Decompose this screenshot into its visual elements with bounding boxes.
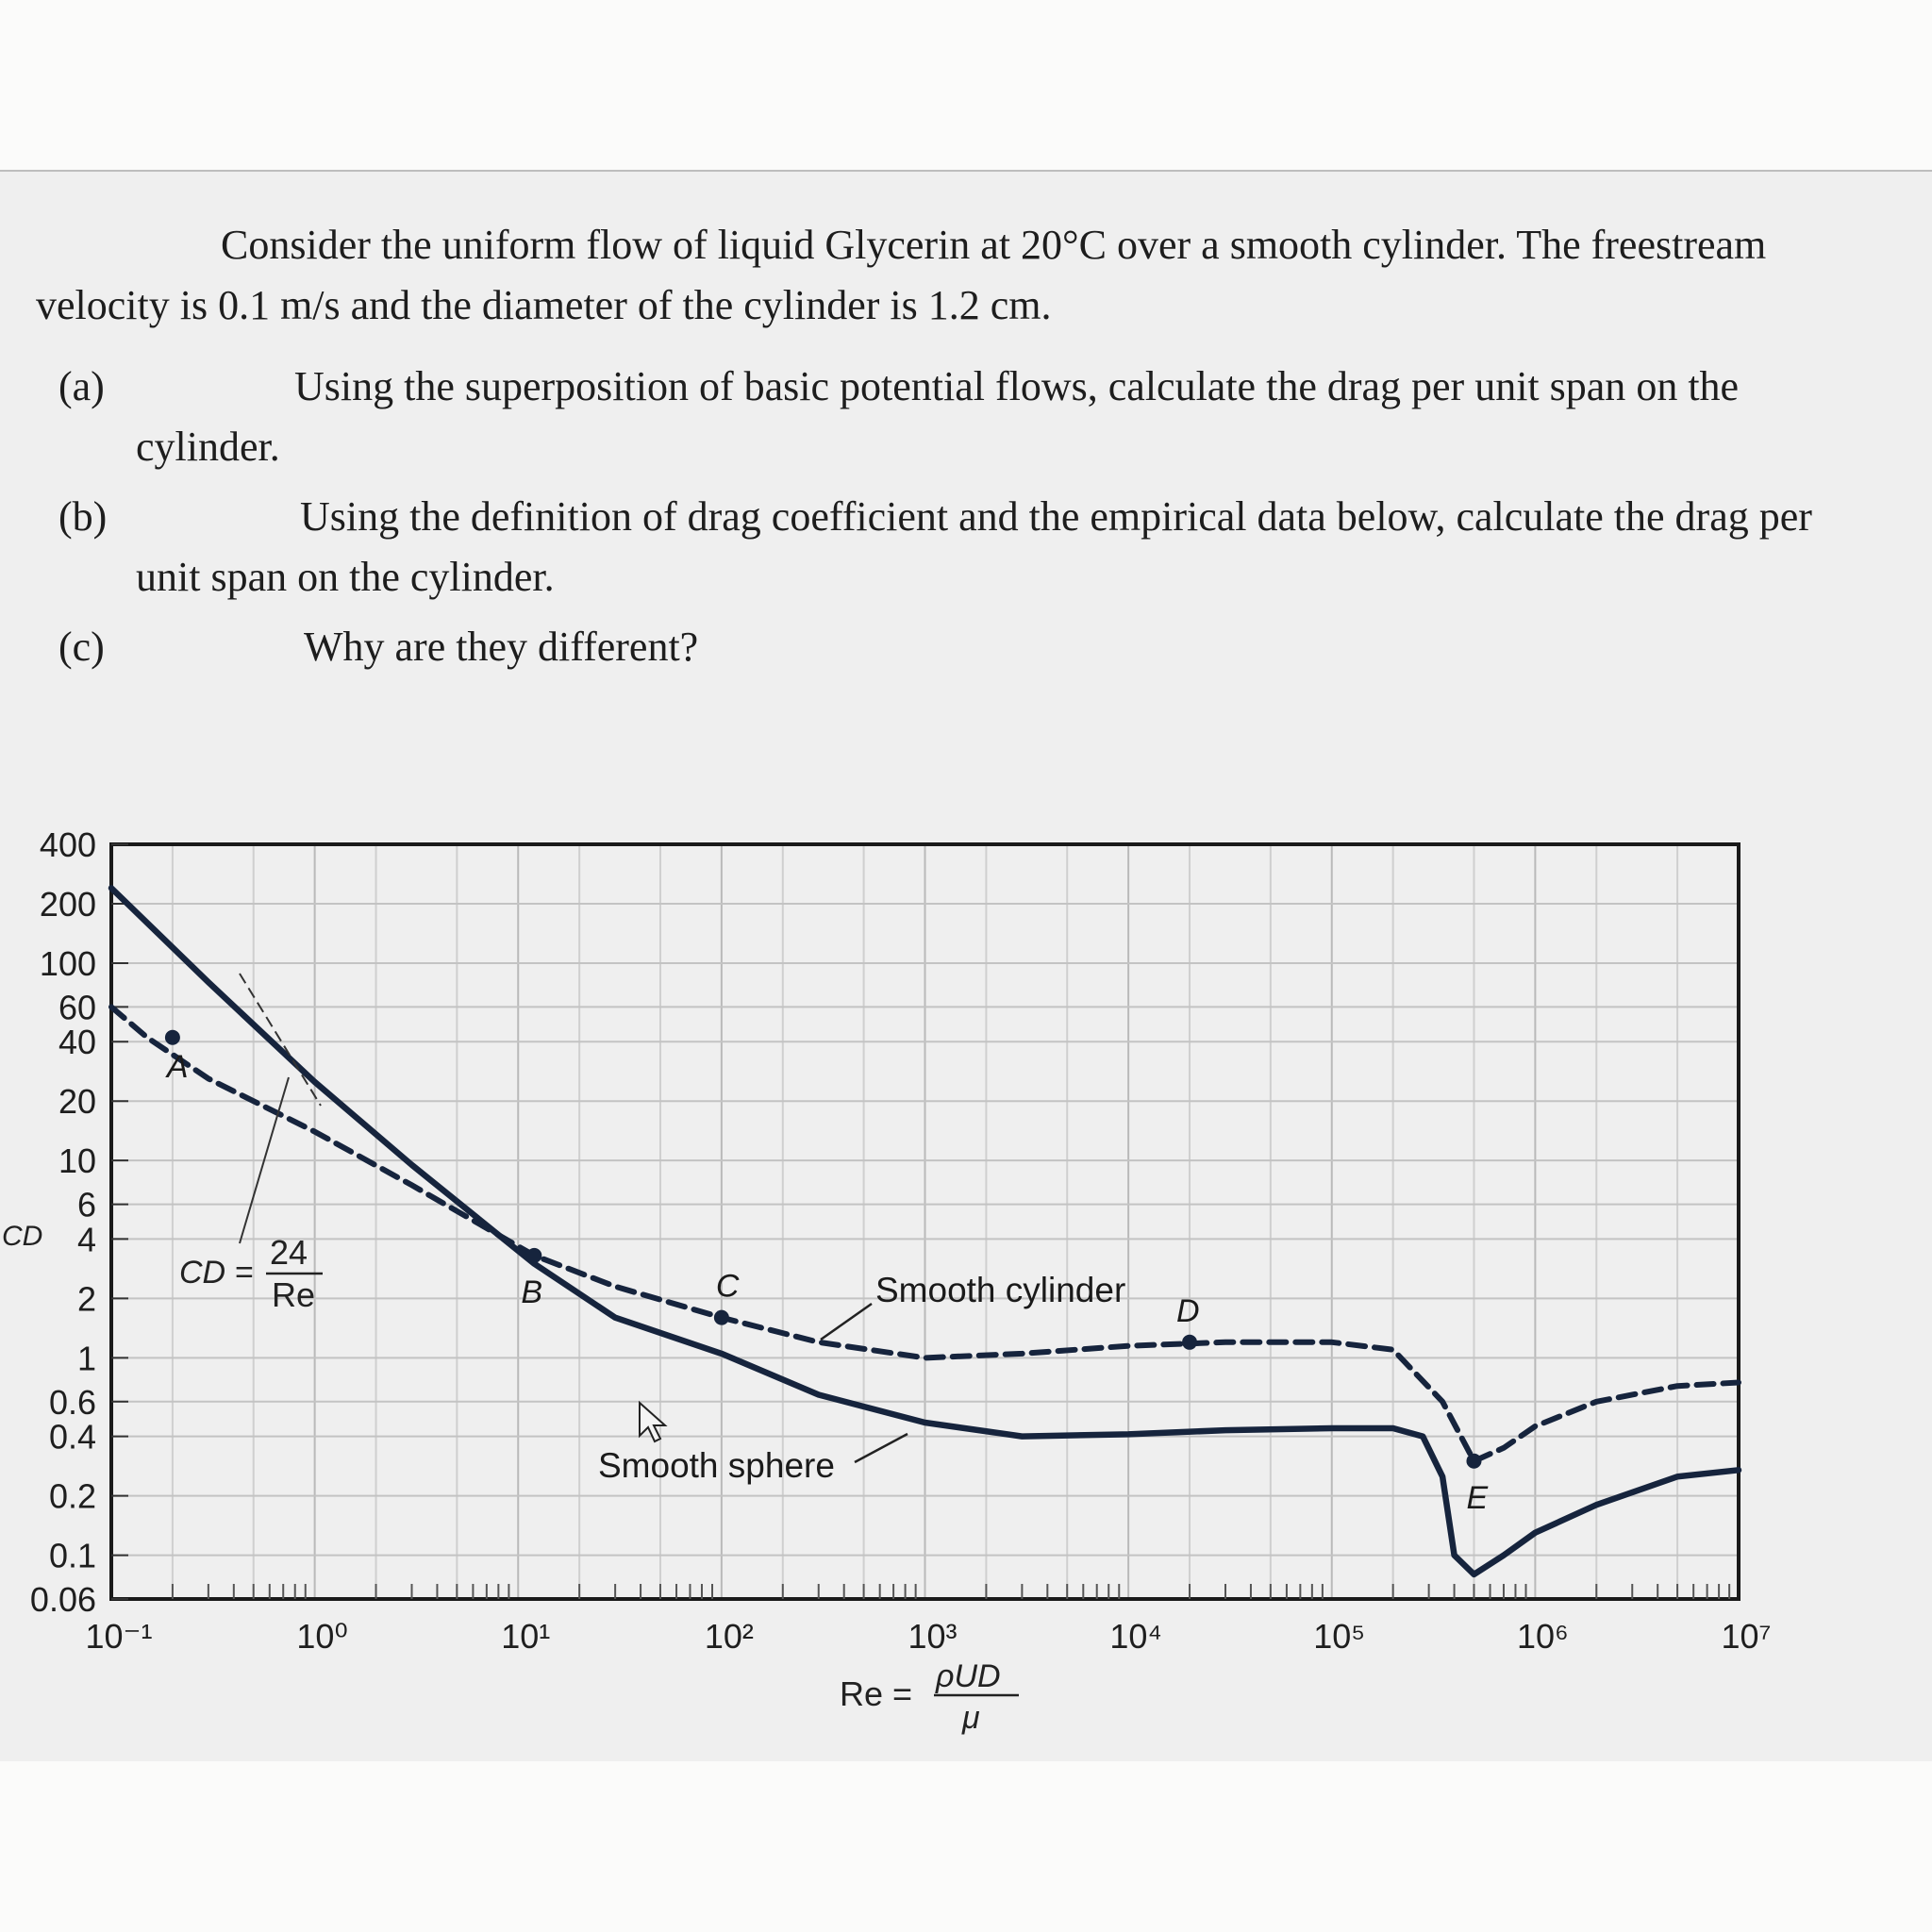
- part-a-text-cont: on the cylinder.: [136, 363, 1740, 470]
- x-axis-label: Re = ρUD μ: [840, 1658, 1019, 1736]
- x-axis-label-numerator: ρUD: [935, 1658, 1001, 1694]
- y-tick-label: 0.2: [49, 1477, 96, 1516]
- series-line-smooth-sphere: [108, 885, 1742, 1578]
- x-tick-label: 10³: [908, 1617, 957, 1656]
- point-a-marker: [164, 1029, 180, 1045]
- point-c-label: C: [716, 1269, 740, 1305]
- y-tick-label: 400: [40, 825, 96, 864]
- part-c: (c) Why are they different?: [36, 617, 1847, 677]
- y-tick-label: 0.4: [49, 1418, 96, 1457]
- x-tick-label: 10⁰: [296, 1617, 347, 1656]
- part-b: (b) Using the definition of drag coeffic…: [36, 487, 1847, 608]
- y-tick-label: 0.1: [49, 1537, 96, 1575]
- part-a-text: Using the superposition of basic potenti…: [294, 363, 1626, 409]
- y-tick-label: 0.6: [49, 1383, 96, 1422]
- x-axis-label-lhs: Re =: [840, 1674, 912, 1713]
- y-tick-label: 2: [77, 1279, 96, 1318]
- stokes-law-line: [239, 973, 322, 1107]
- part-b-label: (b): [58, 493, 108, 540]
- y-tick-label: 200: [40, 885, 96, 924]
- x-tick-label: 10¹: [501, 1617, 550, 1656]
- point-d-marker: [1182, 1334, 1198, 1350]
- problem-intro: Consider the uniform flow of liquid Glyc…: [36, 222, 1767, 328]
- stokes-leader-line: [239, 1076, 290, 1244]
- stokes-denominator: Re: [272, 1275, 315, 1314]
- problem-statement: Consider the uniform flow of liquid Glyc…: [36, 215, 1847, 687]
- stokes-annotation: CD = 24 Re: [179, 973, 323, 1314]
- part-c-text: Why are they different?: [304, 624, 699, 670]
- annotations-layer: CD CD = 24 Re Smooth cylinder Smooth sph…: [2, 973, 1125, 1736]
- point-e-marker: [1466, 1453, 1482, 1469]
- x-tick-label: 10²: [705, 1617, 754, 1656]
- part-c-label: (c): [58, 624, 105, 670]
- y-tick-label: 0.06: [30, 1580, 96, 1619]
- chart-grid: [111, 844, 1739, 1599]
- series-layer: [108, 885, 1742, 1578]
- y-tick-label: 6: [77, 1186, 96, 1224]
- part-a: (a) Using the superposition of basic pot…: [36, 357, 1847, 477]
- smooth-cylinder-label: Smooth cylinder: [875, 1271, 1125, 1309]
- series-line-smooth-cylinder: [108, 1004, 1741, 1464]
- y-tick-label: 4: [77, 1220, 96, 1258]
- part-b-text: Using the definition of drag coefficient…: [300, 493, 1604, 540]
- y-tick-label: 100: [40, 944, 96, 983]
- cylinder-leader-line: [820, 1302, 873, 1341]
- y-tick-label: 10: [58, 1141, 96, 1180]
- x-ticks: 10⁻¹ 10⁰ 10¹ 10² 10³ 10⁴ 10⁵ 10⁶ 10⁷: [85, 1584, 1772, 1656]
- part-a-label: (a): [58, 363, 105, 409]
- y-tick-label: 60: [58, 988, 96, 1026]
- y-tick-label: 40: [58, 1023, 96, 1061]
- y-axis-label: CD: [2, 1221, 42, 1252]
- smooth-sphere-label: Smooth sphere: [598, 1446, 835, 1485]
- stokes-numerator: 24: [270, 1233, 308, 1272]
- point-b-marker: [526, 1247, 542, 1263]
- plot-frame: [109, 842, 1740, 1601]
- x-tick-label: 10⁶: [1517, 1617, 1569, 1656]
- x-tick-label: 10⁴: [1109, 1617, 1162, 1656]
- sphere-leader-line: [854, 1432, 908, 1464]
- point-a-label: A: [165, 1049, 189, 1085]
- stokes-lhs: CD =: [179, 1255, 253, 1291]
- point-e-label: E: [1466, 1480, 1488, 1516]
- point-b-label: B: [521, 1274, 542, 1310]
- point-c-marker: [713, 1309, 729, 1325]
- points-layer: A B C D E: [164, 1029, 1488, 1516]
- x-tick-label: 10⁵: [1313, 1617, 1365, 1656]
- y-tick-label: 20: [58, 1082, 96, 1121]
- part-b-text-cont: the drag per unit span on the cylinder.: [136, 493, 1812, 600]
- x-tick-label: 10⁻¹: [85, 1617, 152, 1656]
- y-tick-label: 1: [77, 1339, 96, 1377]
- x-tick-label: 10⁷: [1721, 1617, 1771, 1656]
- drag-coefficient-chart: 400 200 100 60 40 20 10 6 4 2 1 0.6 0.4 0.2 0.1 0.06 10…: [0, 811, 1932, 1755]
- x-axis-label-denominator: μ: [961, 1700, 980, 1736]
- point-d-label: D: [1176, 1293, 1200, 1329]
- mouse-cursor-icon: [639, 1400, 668, 1443]
